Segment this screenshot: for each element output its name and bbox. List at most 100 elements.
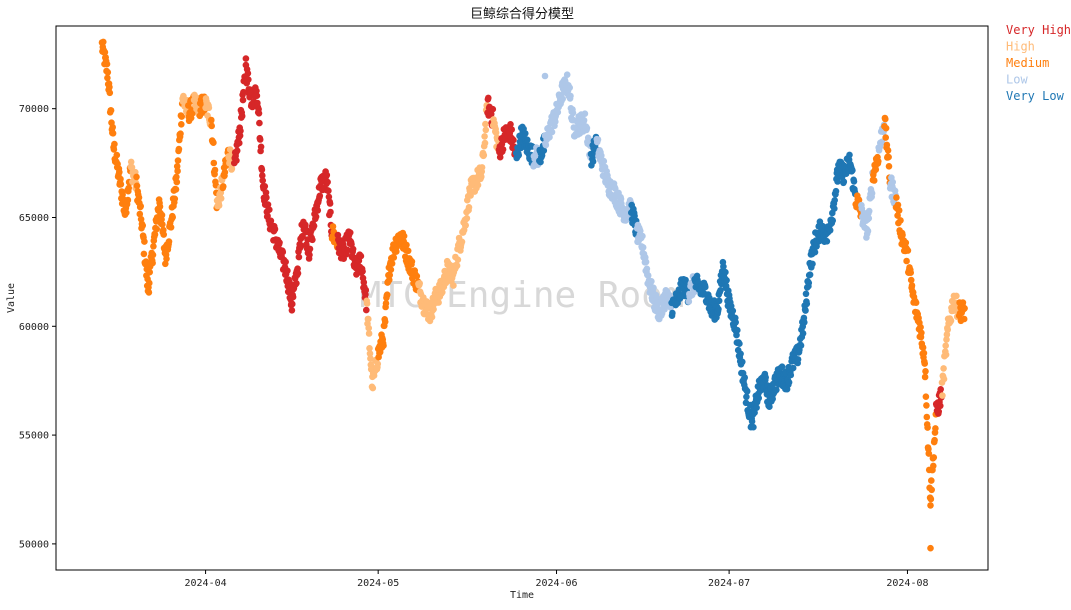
watermark: MTC Engine Room xyxy=(359,275,684,316)
y-tick-label: 55000 xyxy=(19,431,49,442)
data-point-medium xyxy=(100,38,107,46)
data-point-medium xyxy=(141,238,148,245)
data-point-very-high xyxy=(289,293,297,301)
data-point-very-high xyxy=(935,408,942,415)
data-point-medium xyxy=(923,402,930,409)
data-point-medium xyxy=(902,239,910,246)
data-point-very-low xyxy=(766,403,773,411)
x-tick-label: 2024-07 xyxy=(708,578,750,589)
data-point-very-low xyxy=(806,271,814,279)
data-point-medium xyxy=(145,289,153,296)
data-point-medium xyxy=(932,425,939,432)
data-point-very-high xyxy=(312,213,320,220)
data-point-very-high xyxy=(263,194,270,201)
data-point-medium xyxy=(928,477,935,484)
data-point-very-high xyxy=(236,132,244,139)
data-point-very-low xyxy=(769,395,776,403)
data-point-low xyxy=(864,227,872,235)
data-point-high xyxy=(482,126,490,134)
x-tick-label: 2024-04 xyxy=(185,578,227,589)
data-point-medium xyxy=(174,167,181,175)
data-point-medium xyxy=(904,247,912,254)
data-point-medium xyxy=(875,158,882,165)
data-point-high xyxy=(481,139,489,147)
data-point-very-high xyxy=(357,252,365,260)
x-axis-label: Time xyxy=(510,590,534,601)
data-point-medium xyxy=(104,74,111,82)
data-point-medium xyxy=(210,139,217,146)
data-point-very-low xyxy=(524,136,531,144)
data-point-very-low xyxy=(840,178,848,185)
data-point-medium xyxy=(159,221,166,228)
data-point-medium xyxy=(137,202,144,210)
data-point-high xyxy=(428,313,436,321)
data-point-very-low xyxy=(826,227,834,234)
data-point-very-high xyxy=(271,225,279,233)
data-point-very-high xyxy=(346,229,354,236)
data-point-low xyxy=(563,71,571,78)
data-point-very-high xyxy=(236,139,243,147)
data-point-medium xyxy=(109,123,116,131)
data-point-low xyxy=(650,284,657,292)
x-axis: 2024-04 2024-05 2024-06 2024-07 2024-08 xyxy=(185,570,929,589)
data-point-high xyxy=(363,300,371,307)
data-point-very-low xyxy=(831,197,838,204)
data-point-medium xyxy=(872,166,880,173)
data-point-high xyxy=(940,375,948,383)
data-point-high xyxy=(481,133,488,140)
data-point-very-low xyxy=(846,151,853,159)
data-point-very-high xyxy=(256,136,264,143)
data-point-medium xyxy=(382,300,390,307)
data-point-very-high xyxy=(261,183,269,190)
data-point-very-high xyxy=(359,268,366,275)
data-point-very-high xyxy=(238,112,246,120)
data-point-high xyxy=(953,292,960,300)
data-point-very-low xyxy=(803,300,811,308)
data-point-very-low xyxy=(715,297,723,305)
data-point-medium xyxy=(133,173,140,181)
data-point-medium xyxy=(146,279,153,287)
data-point-very-low xyxy=(734,326,741,334)
data-point-very-low xyxy=(540,147,548,154)
data-point-low xyxy=(554,108,562,116)
data-point-medium xyxy=(149,251,157,259)
data-point-low xyxy=(598,152,605,159)
data-point-very-high xyxy=(327,208,334,216)
data-point-low xyxy=(552,118,559,125)
data-point-low xyxy=(542,141,550,149)
data-point-low xyxy=(685,298,693,305)
data-point-very-low xyxy=(802,307,809,314)
data-point-high xyxy=(478,173,485,181)
data-point-medium xyxy=(961,305,968,312)
legend-item-high: High xyxy=(1006,40,1035,54)
data-point-very-high xyxy=(302,221,309,229)
data-point-medium xyxy=(177,130,184,137)
legend-item-very-high: Very High xyxy=(1006,23,1071,37)
data-point-very-low xyxy=(801,319,808,326)
data-point-low xyxy=(865,207,873,215)
data-point-medium xyxy=(912,299,920,307)
data-point-very-high xyxy=(316,192,324,200)
data-point-low xyxy=(567,92,574,100)
data-point-medium xyxy=(381,318,389,326)
data-point-medium xyxy=(919,344,927,351)
data-point-low xyxy=(642,258,650,266)
data-point-medium xyxy=(885,163,893,170)
data-point-low xyxy=(548,128,556,136)
data-point-very-low xyxy=(805,279,813,287)
data-point-medium xyxy=(380,342,387,350)
data-point-medium xyxy=(174,157,182,164)
data-point-high xyxy=(467,192,474,199)
data-point-low xyxy=(600,157,608,165)
data-point-high xyxy=(228,165,236,172)
data-point-medium xyxy=(895,207,903,214)
data-point-very-low xyxy=(729,307,737,315)
data-point-very-high xyxy=(244,70,252,77)
data-point-very-high xyxy=(363,306,370,314)
data-point-high xyxy=(450,282,457,289)
data-point-medium xyxy=(221,169,229,176)
data-point-high xyxy=(939,392,946,399)
data-point-medium xyxy=(922,393,930,401)
plot-area xyxy=(55,25,989,571)
data-point-high xyxy=(430,306,437,313)
